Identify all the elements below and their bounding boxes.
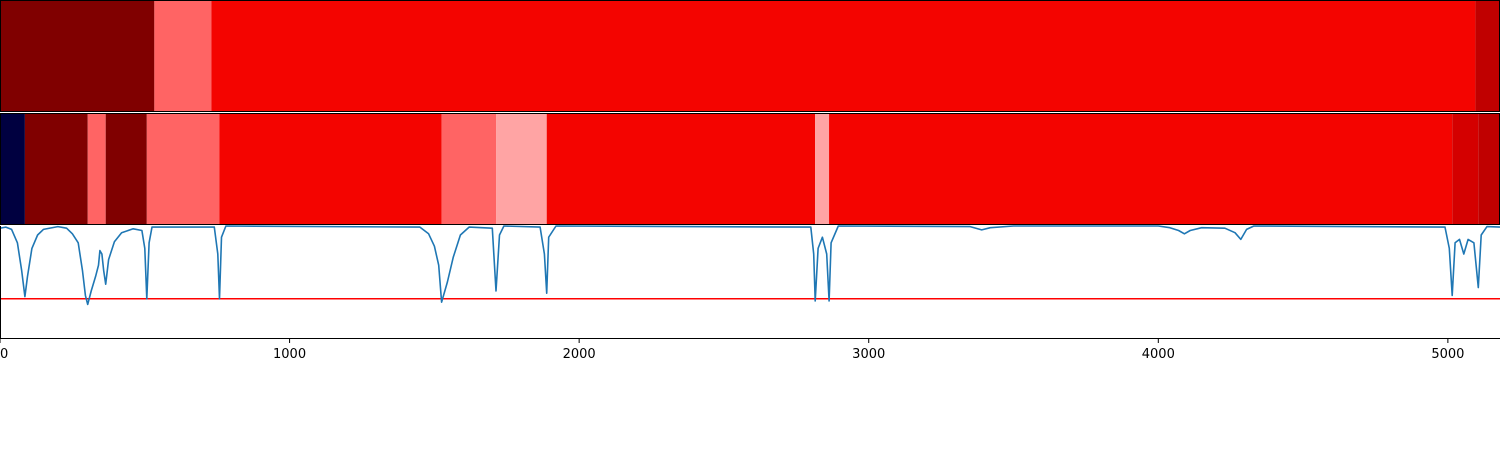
x-tick-label: 4000 bbox=[1142, 347, 1175, 362]
row-2-segment-6 bbox=[441, 113, 497, 225]
x-tick-label: 2000 bbox=[563, 347, 596, 362]
heatmap-bands bbox=[0, 0, 1500, 225]
row-2-segment-3 bbox=[105, 113, 147, 225]
row-1-segment-3 bbox=[1475, 0, 1500, 112]
row-2-segment-12 bbox=[1478, 113, 1500, 225]
row-2-segment-11 bbox=[1452, 113, 1479, 225]
series-line bbox=[0, 225, 1500, 306]
row-2-segment-5 bbox=[219, 113, 442, 225]
x-axis: 0 1000 2000 3000 4000 5000 bbox=[0, 338, 1464, 362]
x-tick-label: 0 bbox=[0, 347, 8, 362]
row-2-segment-0 bbox=[0, 113, 25, 225]
row-1-segment-2 bbox=[211, 0, 1476, 112]
row-2-segment-10 bbox=[829, 113, 1453, 225]
row-2-segment-7 bbox=[496, 113, 547, 225]
row-2-segment-1 bbox=[24, 113, 88, 225]
row-1-segment-0 bbox=[0, 0, 155, 112]
x-tick-label: 1000 bbox=[273, 347, 306, 362]
row-2-segment-2 bbox=[87, 113, 106, 225]
row-1-segment-1 bbox=[154, 0, 212, 112]
line-plot-panel bbox=[0, 225, 1500, 339]
row-2-segment-8 bbox=[546, 113, 816, 225]
row-2-segment-4 bbox=[146, 113, 220, 225]
x-tick-label: 3000 bbox=[852, 347, 885, 362]
row-2-segment-9 bbox=[815, 113, 830, 225]
x-tick-label: 5000 bbox=[1431, 347, 1464, 362]
